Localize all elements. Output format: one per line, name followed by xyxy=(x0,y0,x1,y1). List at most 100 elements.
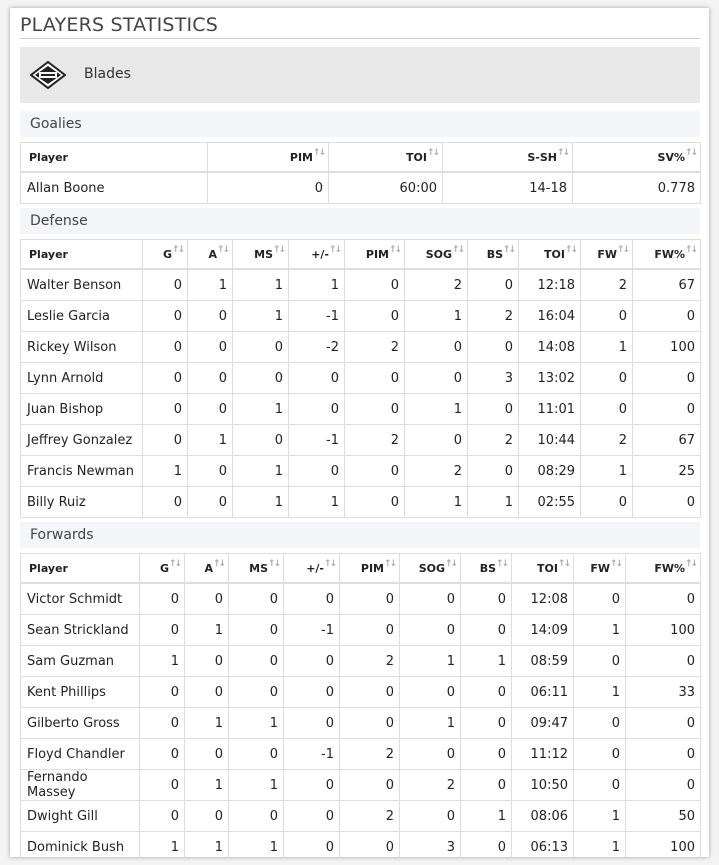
stat-cell-a: 1 xyxy=(184,707,229,739)
sort-arrows-icon[interactable]: ↑↓ xyxy=(212,559,226,569)
defense-col-header-fw[interactable]: FW ↑↓ xyxy=(580,239,633,270)
sort-arrows-icon[interactable]: ↑↓ xyxy=(426,148,440,158)
defense-col-header-bs[interactable]: BS ↑↓ xyxy=(467,239,519,270)
stat-cell-fwpct: 67 xyxy=(632,424,701,456)
forwards-col-header-fwpct[interactable]: FW% ↑↓ xyxy=(625,553,701,584)
sort-arrows-icon[interactable]: ↑↓ xyxy=(616,245,630,255)
sort-arrows-icon[interactable]: ↑↓ xyxy=(323,559,337,569)
stat-cell-g: 0 xyxy=(142,362,188,394)
stat-cell-sog: 0 xyxy=(404,331,468,363)
table-row: Dwight Gill 0 0 0 0 2 0 1 08:06 1 50 xyxy=(20,800,701,832)
forwards-col-header-toi[interactable]: TOI ↑↓ xyxy=(511,553,574,584)
column-label: SOG xyxy=(418,561,445,575)
sort-arrows-icon[interactable]: ↑↓ xyxy=(556,148,570,158)
column-label: SOG xyxy=(425,247,452,261)
sort-arrows-icon[interactable]: ↑↓ xyxy=(444,559,458,569)
sort-arrows-icon[interactable]: ↑↓ xyxy=(328,245,342,255)
table-row: Billy Ruiz 0 0 1 1 0 1 1 02:55 0 0 xyxy=(20,486,701,518)
sort-arrows-icon[interactable]: ↑↓ xyxy=(216,245,230,255)
sort-arrows-icon[interactable]: ↑↓ xyxy=(495,559,509,569)
goalies-col-header-s-sh[interactable]: S-SH ↑↓ xyxy=(442,142,573,173)
column-label: Player xyxy=(29,561,68,575)
defense-col-header-a[interactable]: A ↑↓ xyxy=(187,239,233,270)
sort-arrows-icon[interactable]: ↑↓ xyxy=(267,559,281,569)
stat-cell-fw: 0 xyxy=(573,769,626,801)
forwards-col-header-sog[interactable]: SOG ↑↓ xyxy=(399,553,461,584)
sort-arrows-icon[interactable]: ↑↓ xyxy=(684,559,698,569)
sort-arrows-icon[interactable]: ↑↓ xyxy=(451,245,465,255)
stat-cell-fw: 1 xyxy=(573,800,626,832)
stat-cell-sog: 1 xyxy=(404,393,468,425)
forwards-col-header-pim[interactable]: PIM ↑↓ xyxy=(339,553,400,584)
goalies-table-body: Allan Boone 0 60:00 14-18 0.778 xyxy=(20,171,701,204)
sort-arrows-icon[interactable]: ↑↓ xyxy=(171,245,185,255)
table-row: Allan Boone 0 60:00 14-18 0.778 xyxy=(20,171,701,204)
sort-arrows-icon[interactable]: ↑↓ xyxy=(388,245,402,255)
column-label: MS xyxy=(254,247,273,261)
stat-cell-a: 0 xyxy=(187,393,233,425)
goalies-col-header-pim[interactable]: PIM ↑↓ xyxy=(207,142,329,173)
stat-cell-bs: 0 xyxy=(460,707,512,739)
stat-cell-pim: 2 xyxy=(339,800,400,832)
forwards-section-header: Forwards xyxy=(20,522,700,548)
sort-arrows-icon[interactable]: ↑↓ xyxy=(502,245,516,255)
defense-col-header-pim[interactable]: PIM ↑↓ xyxy=(344,239,405,270)
stat-cell-fwpct: 0 xyxy=(625,738,701,770)
stat-cell-plus-minus: 0 xyxy=(283,676,340,708)
stat-cell-fw: 2 xyxy=(580,424,633,456)
stat-cell-g: 0 xyxy=(139,582,185,615)
stat-cell-fwpct: 0 xyxy=(625,707,701,739)
forwards-col-header-ms[interactable]: MS ↑↓ xyxy=(228,553,284,584)
sort-arrows-icon[interactable]: ↑↓ xyxy=(684,245,698,255)
stat-cell-bs: 0 xyxy=(460,831,512,857)
stat-cell-g: 0 xyxy=(142,486,188,518)
stat-cell-g: 1 xyxy=(142,455,188,487)
stat-cell-ms: 0 xyxy=(228,614,284,646)
column-label: +/- xyxy=(311,247,329,261)
stat-cell-sog: 2 xyxy=(404,268,468,301)
goalies-col-header-svpct[interactable]: SV% ↑↓ xyxy=(572,142,701,173)
stat-cell-pim: 0 xyxy=(339,831,400,857)
defense-header-row: Player G ↑↓ A ↑↓ MS ↑↓ +/- ↑↓ PIM ↑↓ SOG ↑↓ BS ↑↓ TOI ↑↓… xyxy=(20,239,701,270)
column-label: FW% xyxy=(654,561,685,575)
stat-cell-fw: 1 xyxy=(573,676,626,708)
stat-cell-fw: 0 xyxy=(580,486,633,518)
stat-cell-toi: 10:50 xyxy=(511,769,574,801)
forwards-col-header-g[interactable]: G ↑↓ xyxy=(139,553,185,584)
sort-arrows-icon[interactable]: ↑↓ xyxy=(312,148,326,158)
stat-cell-fw: 1 xyxy=(580,331,633,363)
stat-cell-toi: 10:44 xyxy=(518,424,581,456)
stat-cell-pim: 2 xyxy=(344,331,405,363)
goalies-col-header-toi[interactable]: TOI ↑↓ xyxy=(328,142,443,173)
defense-col-header-g[interactable]: G ↑↓ xyxy=(142,239,188,270)
stat-cell-a: 1 xyxy=(184,769,229,801)
defense-col-header-ms[interactable]: MS ↑↓ xyxy=(232,239,289,270)
defense-section-header: Defense xyxy=(20,208,700,234)
table-row: Floyd Chandler 0 0 0 -1 2 0 0 11:12 0 0 xyxy=(20,738,701,770)
sort-arrows-icon[interactable]: ↑↓ xyxy=(557,559,571,569)
forwards-col-header-bs[interactable]: BS ↑↓ xyxy=(460,553,512,584)
player-name-cell: Billy Ruiz xyxy=(20,486,143,518)
sort-arrows-icon[interactable]: ↑↓ xyxy=(564,245,578,255)
goalies-section-header: Goalies xyxy=(20,111,700,137)
forwards-col-header-fw[interactable]: FW ↑↓ xyxy=(573,553,626,584)
stat-cell-toi: 02:55 xyxy=(518,486,581,518)
sort-arrows-icon[interactable]: ↑↓ xyxy=(684,148,698,158)
forwards-col-header-plus-minus[interactable]: +/- ↑↓ xyxy=(283,553,340,584)
defense-col-header-toi[interactable]: TOI ↑↓ xyxy=(518,239,581,270)
sort-arrows-icon[interactable]: ↑↓ xyxy=(383,559,397,569)
column-label: G xyxy=(162,247,172,261)
stat-cell-ms: 0 xyxy=(228,676,284,708)
defense-col-header-sog[interactable]: SOG ↑↓ xyxy=(404,239,468,270)
defense-col-header-fwpct[interactable]: FW% ↑↓ xyxy=(632,239,701,270)
sort-arrows-icon[interactable]: ↑↓ xyxy=(272,245,286,255)
defense-col-header-plus-minus[interactable]: +/- ↑↓ xyxy=(288,239,345,270)
sort-arrows-icon[interactable]: ↑↓ xyxy=(168,559,182,569)
stat-cell-plus-minus: -1 xyxy=(288,300,345,332)
forwards-col-header-a[interactable]: A ↑↓ xyxy=(184,553,229,584)
column-label: S-SH xyxy=(527,150,557,164)
sort-arrows-icon[interactable]: ↑↓ xyxy=(609,559,623,569)
stat-cell-g: 0 xyxy=(142,424,188,456)
stat-cell-a: 0 xyxy=(184,738,229,770)
stat-cell-bs: 0 xyxy=(467,393,519,425)
